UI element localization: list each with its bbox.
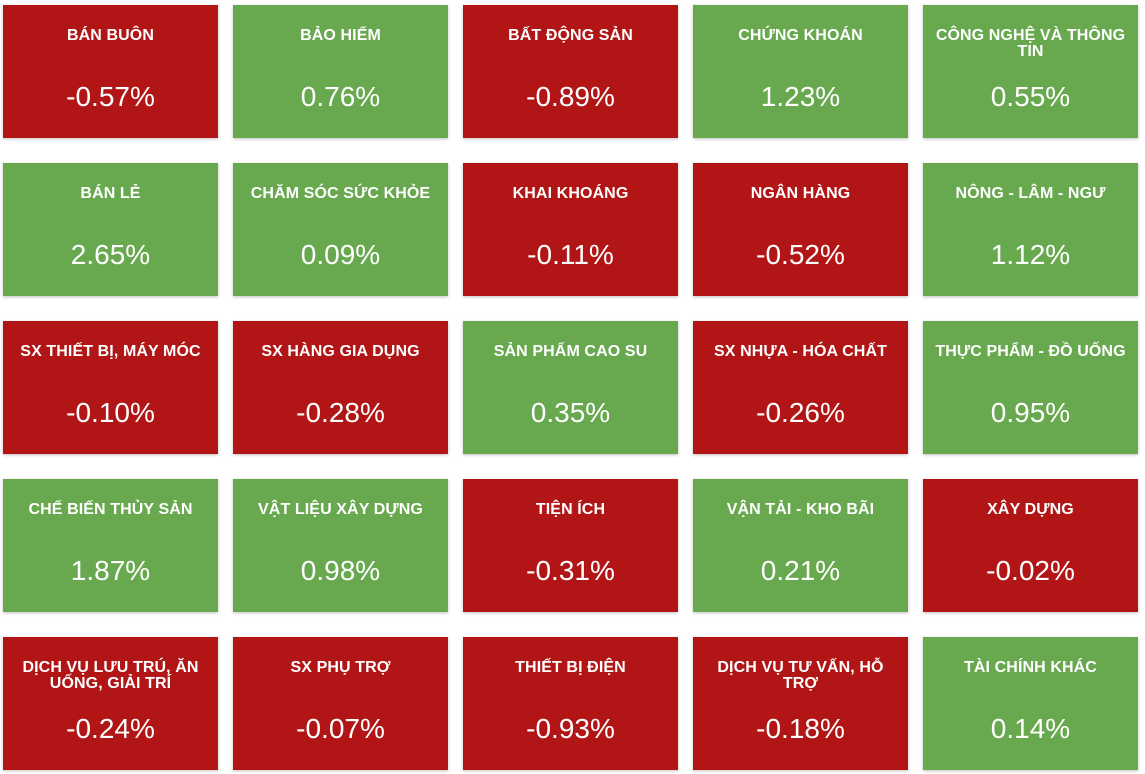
sector-change-value: -0.57% [66,81,155,112]
sector-change-value: 0.14% [990,713,1071,744]
sector-name: KHAI KHOÁNG [512,185,629,202]
sector-change-value: 1.87% [70,555,151,586]
sector-tile[interactable]: SX THIẾT BỊ, MÁY MÓC -0.10% [3,321,218,454]
sector-tile[interactable]: DỊCH VỤ LƯU TRÚ, ĂN UỐNG, GIẢI TRÍ -0.24% [3,637,218,770]
sector-change-value: 0.76% [300,81,381,112]
sector-tile[interactable]: NÔNG - LÂM - NGƯ 1.12% [923,163,1138,296]
sector-change-value: 1.12% [990,239,1071,270]
sector-tile[interactable]: DỊCH VỤ TƯ VẤN, HỖ TRỢ -0.18% [693,637,908,770]
sector-name: TÀI CHÍNH KHÁC [964,659,1097,676]
sector-name: SẢN PHẨM CAO SU [493,343,648,360]
sector-change-value: 0.21% [760,555,841,586]
sector-name: VẬN TẢI - KHO BÃI [726,501,875,518]
sector-name: NGÂN HÀNG [750,185,851,202]
sector-tile[interactable]: VẬT LIỆU XÂY DỰNG 0.98% [233,479,448,612]
sector-name: SX HÀNG GIA DỤNG [261,343,420,360]
sector-tile[interactable]: BẤT ĐỘNG SẢN -0.89% [463,5,678,138]
sector-change-value: -0.11% [527,239,614,270]
sector-tile[interactable]: BẢO HIỂM 0.76% [233,5,448,138]
sector-name: CHĂM SÓC SỨC KHỎE [250,185,431,202]
sector-tile[interactable]: CÔNG NGHỆ VÀ THÔNG TIN 0.55% [923,5,1138,138]
sector-tile[interactable]: BÁN LẺ 2.65% [3,163,218,296]
sector-tile[interactable]: SX NHỰA - HÓA CHẤT -0.26% [693,321,908,454]
sector-name: CHỨNG KHOÁN [738,27,863,44]
sector-tile[interactable]: THIẾT BỊ ĐIỆN -0.93% [463,637,678,770]
sector-change-value: -0.07% [296,713,385,744]
sector-tile[interactable]: CHẾ BIẾN THỦY SẢN 1.87% [3,479,218,612]
sector-change-value: 0.09% [300,239,381,270]
sector-tile[interactable]: CHĂM SÓC SỨC KHỎE 0.09% [233,163,448,296]
sector-name: NÔNG - LÂM - NGƯ [955,185,1106,202]
sector-tile[interactable]: SX PHỤ TRỢ -0.07% [233,637,448,770]
sector-change-value: -0.26% [756,397,845,428]
sector-tile[interactable]: BÁN BUÔN -0.57% [3,5,218,138]
sector-name: VẬT LIỆU XÂY DỰNG [258,501,423,518]
sector-tile[interactable]: XÂY DỰNG -0.02% [923,479,1138,612]
sector-change-value: -0.52% [756,239,845,270]
sector-name: TIỆN ÍCH [535,501,606,518]
sector-name: DỊCH VỤ TƯ VẤN, HỖ TRỢ [717,659,884,692]
sector-change-value: -0.89% [526,81,615,112]
sector-name: THIẾT BỊ ĐIỆN [515,659,626,676]
sector-name: THỰC PHẨM - ĐỒ UỐNG [935,343,1126,360]
sector-name: CHẾ BIẾN THỦY SẢN [28,501,193,518]
sector-tile[interactable]: KHAI KHOÁNG -0.11% [463,163,678,296]
sector-change-value: 0.55% [990,81,1071,112]
sector-tile[interactable]: CHỨNG KHOÁN 1.23% [693,5,908,138]
sector-name: SX PHỤ TRỢ [290,659,391,676]
sector-change-value: 0.35% [530,397,611,428]
sector-change-value: -0.31% [526,555,615,586]
sector-change-value: -0.18% [756,713,845,744]
sector-name: BẢO HIỂM [300,27,381,44]
sector-change-value: 1.23% [760,81,841,112]
sector-heatmap-grid: BÁN BUÔN -0.57% BẢO HIỂM 0.76% BẤT ĐỘNG SẢN -… [3,5,1138,770]
sector-change-value: 0.95% [990,397,1071,428]
sector-change-value: -0.10% [66,397,155,428]
sector-tile[interactable]: THỰC PHẨM - ĐỒ UỐNG 0.95% [923,321,1138,454]
sector-tile[interactable]: SẢN PHẨM CAO SU 0.35% [463,321,678,454]
sector-tile[interactable]: SX HÀNG GIA DỤNG -0.28% [233,321,448,454]
sector-change-value: -0.24% [66,713,155,744]
sector-name: BÁN BUÔN [66,27,155,44]
sector-tile[interactable]: TIỆN ÍCH -0.31% [463,479,678,612]
sector-name: BÁN LẺ [80,185,141,202]
sector-tile[interactable]: TÀI CHÍNH KHÁC 0.14% [923,637,1138,770]
sector-change-value: -0.28% [296,397,385,428]
sector-change-value: -0.93% [526,713,615,744]
sector-name: SX THIẾT BỊ, MÁY MÓC [20,343,201,360]
sector-change-value: 2.65% [70,239,151,270]
sector-name: SX NHỰA - HÓA CHẤT [714,343,887,360]
sector-change-value: 0.98% [300,555,381,586]
sector-name: XÂY DỰNG [987,501,1074,518]
sector-change-value: -0.02% [986,555,1075,586]
sector-name: CÔNG NGHỆ VÀ THÔNG TIN [935,27,1126,60]
sector-tile[interactable]: NGÂN HÀNG -0.52% [693,163,908,296]
sector-name: DỊCH VỤ LƯU TRÚ, ĂN UỐNG, GIẢI TRÍ [22,659,199,692]
sector-name: BẤT ĐỘNG SẢN [508,27,633,44]
sector-tile[interactable]: VẬN TẢI - KHO BÃI 0.21% [693,479,908,612]
